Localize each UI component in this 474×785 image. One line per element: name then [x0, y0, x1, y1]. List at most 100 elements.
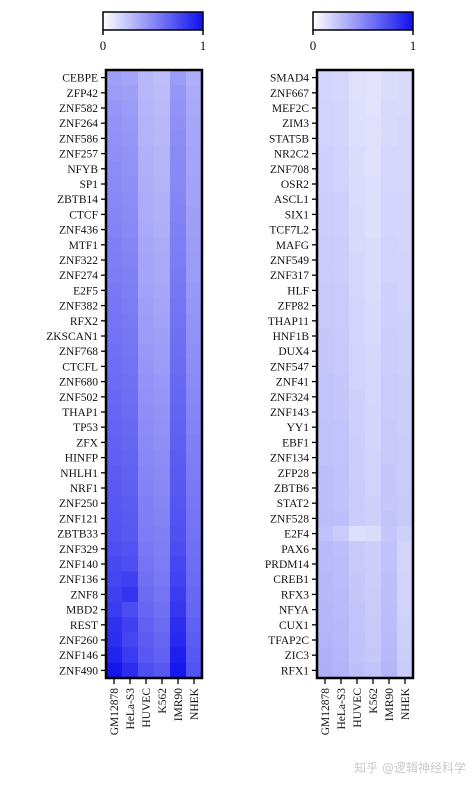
heatmap-cell: [397, 556, 414, 573]
heatmap-cell: [170, 282, 187, 299]
heatmap-cell: [170, 358, 187, 375]
heatmap-panel-1: 0 1 CEBPE ZFP42 ZNF582 ZNF264 ZNF586 ZNF257 NFYB…: [46, 11, 206, 735]
heatmap-cell: [186, 647, 203, 664]
heatmap-cell: [365, 100, 382, 117]
row-label: ZKSCAN1: [46, 331, 98, 343]
heatmap-cell: [317, 450, 334, 466]
heatmap-cell: [365, 647, 382, 664]
heatmap-cell: [349, 374, 366, 390]
heatmap-cell: [349, 465, 366, 481]
heatmap-cell: [365, 495, 382, 512]
heatmap-cell: [381, 419, 398, 436]
heatmap-cell: [317, 298, 334, 314]
heatmap-cell: [381, 206, 398, 223]
heatmap-cell: [365, 222, 382, 238]
heatmap-cell: [170, 434, 187, 451]
heatmap-cell: [349, 526, 366, 542]
row-label: E2F5: [73, 285, 98, 297]
heatmap-cell: [170, 450, 187, 466]
heatmap-cell: [349, 556, 366, 573]
heatmap-cell: [333, 313, 350, 329]
heatmap-cell: [122, 617, 139, 633]
heatmap-cell: [349, 222, 366, 238]
heatmap-cell: [122, 647, 139, 664]
heatmap-cell: [186, 146, 203, 162]
heatmap-cell: [186, 191, 203, 208]
heatmap-cell: [170, 100, 187, 117]
heatmap-cell: [317, 495, 334, 512]
heatmap-cell: [122, 495, 139, 512]
heatmap-cell: [365, 419, 382, 436]
heatmap-cell: [138, 480, 155, 497]
column-label: IMR90: [173, 688, 185, 721]
heatmap-cell: [106, 450, 123, 466]
heatmap-cell: [122, 328, 139, 345]
heatmap-cell: [186, 404, 203, 421]
heatmap-cell: [186, 206, 203, 223]
row-label: STAT5B: [269, 133, 309, 145]
heatmap-cell: [349, 282, 366, 299]
row-label: ZIM3: [282, 118, 309, 130]
heatmap-cell: [122, 434, 139, 451]
row-label: TFAP2C: [268, 635, 309, 647]
heatmap-cell: [122, 602, 139, 618]
row-label: ZNF708: [270, 164, 309, 176]
heatmap-cell: [138, 419, 155, 436]
heatmap-cell: [397, 115, 414, 132]
heatmap-cell: [349, 404, 366, 421]
heatmap-cell: [170, 237, 187, 253]
row-label: PAX6: [281, 544, 309, 556]
heatmap-cell: [138, 571, 155, 588]
heatmap-cell: [349, 206, 366, 223]
heatmap-frame: [315, 68, 415, 680]
heatmap-cell: [122, 510, 139, 527]
heatmap-cell: [186, 70, 203, 86]
row-label: SMAD4: [270, 73, 309, 85]
heatmap-cell: [333, 70, 350, 86]
heatmap-cell: [154, 313, 171, 329]
heatmap-cell: [365, 161, 382, 177]
heatmap-cell: [381, 389, 398, 405]
heatmap-cell: [365, 85, 382, 101]
heatmap-cell: [138, 389, 155, 405]
row-label: ZNF41: [276, 377, 309, 389]
heatmap-cell: [349, 100, 366, 117]
heatmap-cell: [170, 647, 187, 664]
heatmap-cell: [170, 298, 187, 314]
heatmap-cell: [106, 237, 123, 253]
row-label: MBD2: [66, 605, 98, 617]
heatmap-cell: [170, 222, 187, 238]
heatmap-cell: [170, 161, 187, 177]
heatmap-cell: [317, 252, 334, 269]
heatmap-cell: [186, 328, 203, 345]
heatmap-cell: [317, 510, 334, 527]
row-label: ZNF547: [270, 361, 309, 373]
column-label: K562: [368, 688, 380, 714]
heatmap-cell: [397, 191, 414, 208]
row-label: NFYB: [67, 164, 98, 176]
heatmap-cell: [138, 222, 155, 238]
heatmap-cell: [317, 404, 334, 421]
heatmap-cell: [365, 480, 382, 497]
heatmap-cell: [122, 267, 139, 284]
heatmap-cell: [333, 222, 350, 238]
heatmap-cell: [122, 282, 139, 299]
heatmap-cell: [154, 632, 171, 649]
heatmap-cell: [154, 237, 171, 253]
heatmap-cell: [138, 526, 155, 542]
heatmap-cell: [317, 480, 334, 497]
heatmap-cell: [154, 556, 171, 573]
heatmap-cell: [317, 282, 334, 299]
heatmap-cell: [397, 237, 414, 253]
heatmap-cell: [333, 328, 350, 345]
heatmap-cell: [154, 434, 171, 451]
heatmap-cell: [186, 358, 203, 375]
heatmap-cell: [106, 222, 123, 238]
heatmap-cell: [154, 191, 171, 208]
heatmap-cell: [122, 358, 139, 375]
heatmap-cell: [154, 480, 171, 497]
heatmap-cell: [170, 146, 187, 162]
heatmap-cell: [186, 176, 203, 193]
row-label: CEBPE: [62, 73, 98, 85]
row-label: PRDM14: [265, 559, 309, 571]
